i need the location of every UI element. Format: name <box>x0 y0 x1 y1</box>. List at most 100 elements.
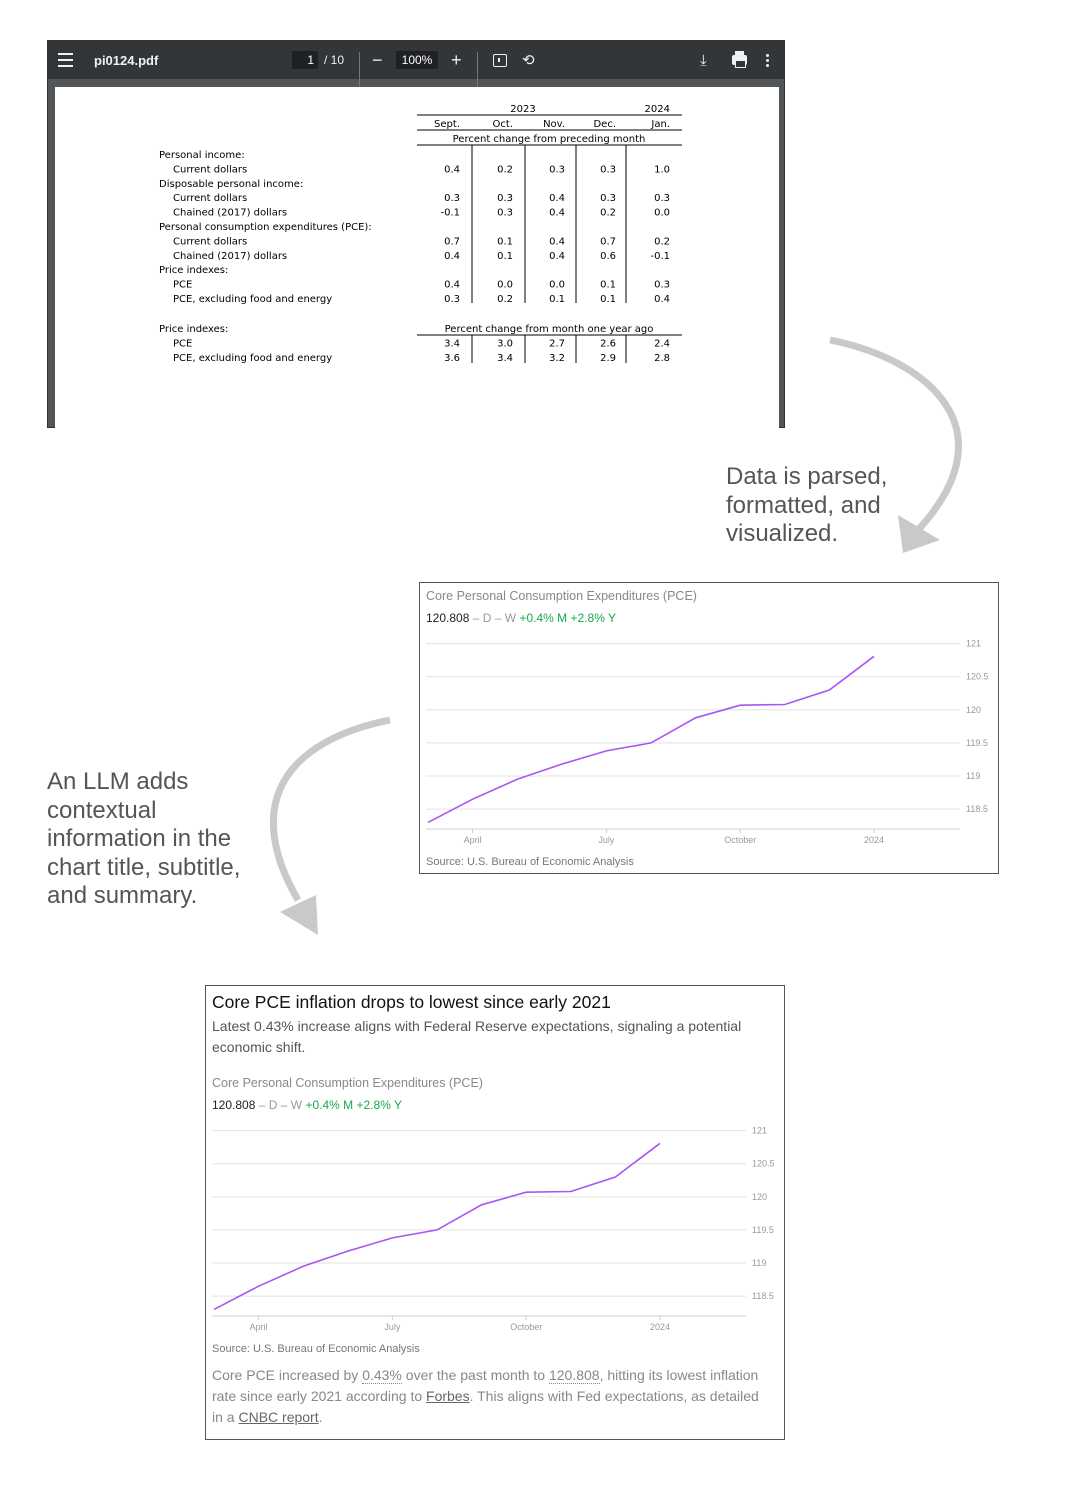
quote-week-change: – W <box>280 1098 303 1112</box>
x-tick-label: July <box>598 835 615 845</box>
table-cell: 0.7 <box>600 236 616 247</box>
chart-source: Source: U.S. Bureau of Economic Analysis <box>426 856 634 868</box>
row-label: PCE, excluding food and energy <box>173 353 332 364</box>
row-label: Current dollars <box>173 164 247 175</box>
chart-summary: Core PCE increased by 0.43% over the pas… <box>212 1365 772 1428</box>
download-icon[interactable]: ⤓ <box>700 51 707 69</box>
toolbar-divider <box>359 52 360 90</box>
quote-value: 120.808 <box>426 611 470 625</box>
table-cell: 0.1 <box>497 251 513 262</box>
table-cell: 0.3 <box>654 193 670 204</box>
fit-page-icon[interactable] <box>493 41 507 79</box>
table-cell: -0.1 <box>440 208 460 219</box>
file-name: pi0124.pdf <box>94 52 159 68</box>
table-cell: 0.2 <box>497 294 513 305</box>
table-cell: 0.6 <box>600 251 616 262</box>
month-header: Sept. <box>434 119 460 130</box>
table-cell: 0.4 <box>444 280 460 291</box>
forbes-link[interactable]: Forbes <box>426 1388 470 1404</box>
line-chart: 121 120.5 120 119.5 119 118.5 April July October… <box>426 639 989 845</box>
table-cell: 3.2 <box>549 353 565 364</box>
line-chart: 121 120.5 120 119.5 119 118.5 April July October… <box>212 1126 775 1332</box>
page-number-input[interactable]: 1 <box>292 51 318 69</box>
series-line <box>427 655 875 824</box>
chart-card-enriched: Core PCE inflation drops to lowest since… <box>205 985 785 1440</box>
summary-value[interactable]: 120.808 <box>548 1367 600 1384</box>
quote-day-change: – D <box>472 611 492 625</box>
section-header: Percent change from preceding month <box>453 134 646 145</box>
table-cell: 2.6 <box>600 338 616 349</box>
chart-name: Core Personal Consumption Expenditures (… <box>426 589 697 603</box>
row-label: Price indexes: <box>159 324 228 335</box>
quote-week-change: – W <box>494 611 517 625</box>
year-header: 2024 <box>645 104 670 115</box>
y-tick-label: 119.5 <box>966 738 988 748</box>
row-label: Personal income: <box>159 150 245 161</box>
x-tick-label: 2024 <box>864 835 884 845</box>
row-label: Current dollars <box>173 236 247 247</box>
month-header: Nov. <box>543 119 565 130</box>
more-icon[interactable] <box>766 41 769 79</box>
y-tick-label: 118.5 <box>966 804 988 814</box>
y-tick-label: 120.5 <box>752 1159 775 1169</box>
caption-step2: An LLM adds contextual information in th… <box>47 768 241 909</box>
year-header: 2023 <box>510 104 535 115</box>
table-cell: 0.3 <box>497 193 513 204</box>
row-label: Chained (2017) dollars <box>173 251 287 262</box>
zoom-in-button[interactable]: + <box>451 49 462 70</box>
table-cell: 0.2 <box>654 236 670 247</box>
table-cell: 3.4 <box>497 353 513 364</box>
row-label: Disposable personal income: <box>159 179 303 190</box>
summary-text: over the past month to <box>401 1367 549 1383</box>
pdf-page: 2023 2024 Sept. Oct. Nov. Dec. Jan. Percent cha… <box>55 87 779 429</box>
quote-year-change: +2.8% Y <box>356 1098 402 1112</box>
rotate-icon[interactable]: ⟲ <box>522 52 535 69</box>
table-cell: 0.4 <box>549 236 565 247</box>
x-tick-label: October <box>724 835 756 845</box>
print-icon[interactable] <box>732 41 747 79</box>
table-cell: 0.7 <box>444 236 460 247</box>
x-tick-label: October <box>510 1322 542 1332</box>
pdf-viewer-window: pi0124.pdf 1 / 10 − 100% + ⟲ ⤓ 2023 2024 S… <box>47 40 785 429</box>
month-header: Oct. <box>493 119 513 130</box>
quote-month-change: +0.4% M <box>519 611 568 625</box>
page-indicator: 1 / 10 <box>292 41 344 79</box>
page-total: / 10 <box>324 53 345 67</box>
caption-step1: Data is parsed, formatted, and visualize… <box>726 463 888 547</box>
row-label: Personal consumption expenditures (PCE): <box>159 222 372 233</box>
menu-icon[interactable] <box>58 41 76 79</box>
x-tick-label: July <box>384 1322 401 1332</box>
summary-percent[interactable]: 0.43% <box>362 1367 402 1384</box>
quote-line: 120.808 – D – W +0.4% M +2.8% Y <box>212 1098 402 1112</box>
table-cell: 0.4 <box>549 193 565 204</box>
table-cell: 2.7 <box>549 338 565 349</box>
section-header: Percent change from month one year ago <box>445 324 654 335</box>
pdf-table: 2023 2024 Sept. Oct. Nov. Dec. Jan. Percent cha… <box>159 104 682 364</box>
cnbc-link[interactable]: CNBC report <box>238 1409 319 1425</box>
x-tick-label: April <box>250 1322 268 1332</box>
table-cell: 0.1 <box>549 294 565 305</box>
summary-text: . <box>318 1409 323 1425</box>
table-cell: 0.0 <box>497 280 513 291</box>
table-cell: 0.0 <box>654 208 670 219</box>
row-label: Price indexes: <box>159 265 228 276</box>
table-cell: 0.3 <box>654 280 670 291</box>
flow-arrowhead-2 <box>280 895 318 935</box>
zoom-input[interactable]: 100% <box>396 51 438 69</box>
row-label: Current dollars <box>173 193 247 204</box>
y-tick-label: 120.5 <box>966 672 989 682</box>
toolbar-divider <box>477 52 478 90</box>
summary-text: . This aligns with Fed expectations, as … <box>212 1388 759 1425</box>
y-tick-label: 119 <box>966 771 980 781</box>
table-cell: 0.1 <box>600 294 616 305</box>
table-cell: 0.3 <box>444 294 460 305</box>
table-cell: 0.1 <box>497 236 513 247</box>
zoom-out-button[interactable]: − <box>372 49 383 70</box>
quote-month-change: +0.4% M <box>305 1098 354 1112</box>
pdf-toolbar: pi0124.pdf 1 / 10 − 100% + ⟲ ⤓ <box>48 41 784 90</box>
summary-text: Core PCE increased by <box>212 1367 363 1383</box>
chart-source: Source: U.S. Bureau of Economic Analysis <box>212 1343 420 1355</box>
y-tick-label: 121 <box>752 1126 767 1136</box>
table-cell: 0.4 <box>444 251 460 262</box>
chart-title: Core PCE inflation drops to lowest since… <box>212 992 611 1012</box>
